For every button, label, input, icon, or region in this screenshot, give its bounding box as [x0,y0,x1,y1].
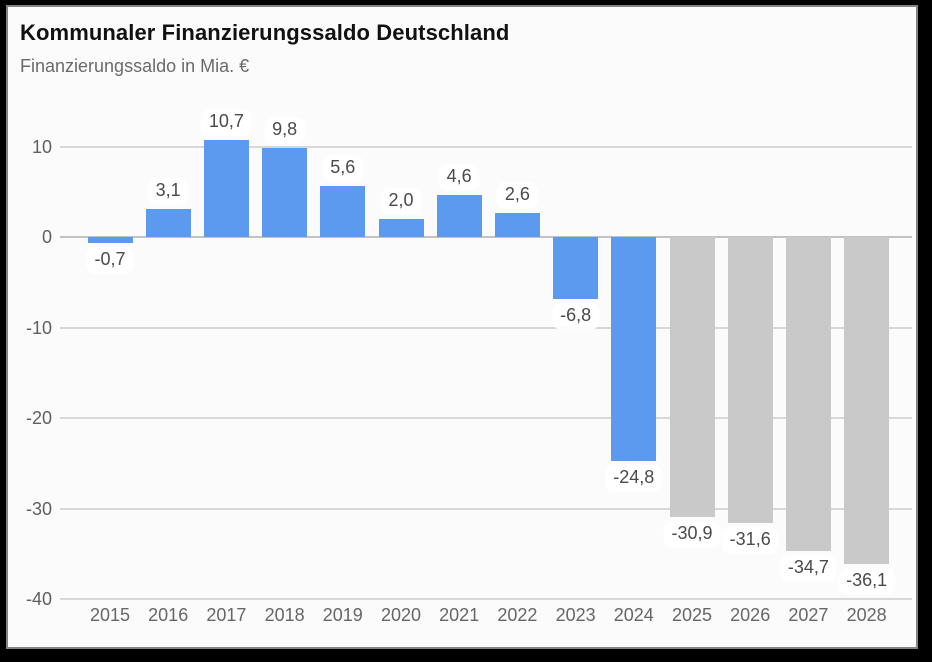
x-tick-label-2020: 2020 [380,605,422,625]
bar-2016 [145,208,191,237]
bar-2017 [203,140,249,237]
gridline [60,598,912,600]
chart-title: Kommunaler Finanzierungssaldo Deutschlan… [20,20,510,45]
zero-gridline [60,236,912,238]
x-tick-label-2021: 2021 [439,605,480,625]
gridline [60,507,912,510]
bar-value-label-2026: -31,6 [721,526,779,554]
bar-value-label-2015: -0,7 [86,247,134,275]
x-tick-label-2022: 2022 [497,605,538,625]
bar-2023 [553,237,599,299]
y-tick-label--10: -10 [25,317,52,338]
bar-value-label-2028: -36,1 [838,567,896,595]
bar-2021 [436,195,482,237]
bar-2024 [611,237,657,462]
bar-2019 [320,186,366,237]
x-tick-label-2023: 2023 [555,605,596,625]
bar-chart: 10 0 -10 -20 -30 -40 -0,7 2015 3,1 2016 10,7 2017 9,… [8,7,916,647]
bar-2026 [727,237,773,523]
gridline [60,326,912,329]
bar-2022 [494,213,540,237]
x-tick-label-2018: 2018 [264,605,305,625]
bar-2027 [785,237,831,552]
x-tick-label-2027: 2027 [788,605,829,625]
x-tick-label-2016: 2016 [148,605,189,625]
x-tick-label-2025: 2025 [671,605,713,625]
bar-2020 [378,218,424,237]
bar-2015 [87,237,133,244]
bar-value-label-2027: -34,7 [779,555,837,583]
bar-value-label-2023: -6,8 [552,302,600,330]
x-tick-label-2019: 2019 [322,605,363,625]
y-tick-label--20: -20 [25,408,52,428]
bar-2018 [262,148,308,237]
chart-subtitle: Finanzierungssaldo in Mia. € [20,56,250,76]
bar-value-label-2022: 2,6 [496,182,538,210]
bar-value-label-2020: 2,0 [380,187,422,215]
x-tick-label-2024: 2024 [613,605,654,625]
y-tick-label--30: -30 [25,498,52,519]
bar-2028 [844,237,890,564]
bar-value-label-2025: -30,9 [663,520,721,548]
y-tick-label-0: 0 [41,227,52,247]
bar-value-label-2016: 3,1 [147,177,189,205]
bar-value-label-2019: 5,6 [322,155,364,183]
gridline [60,145,912,148]
bar-value-label-2017: 10,7 [200,109,252,137]
x-tick-label-2026: 2026 [730,605,771,625]
bar-2025 [669,237,715,517]
bar-value-label-2018: 9,8 [264,117,306,145]
y-tick-label--40: -40 [25,589,52,609]
bar-value-label-2024: -24,8 [605,465,663,493]
bar-value-label-2021: 4,6 [438,164,480,192]
chart-panel: Kommunaler Finanzierungssaldo Deutschlan… [6,5,918,649]
gridline [60,417,912,419]
x-tick-label-2015: 2015 [89,605,131,625]
y-tick-label-10: 10 [31,136,52,157]
x-tick-label-2017: 2017 [206,605,247,625]
x-tick-label-2028: 2028 [846,605,887,625]
